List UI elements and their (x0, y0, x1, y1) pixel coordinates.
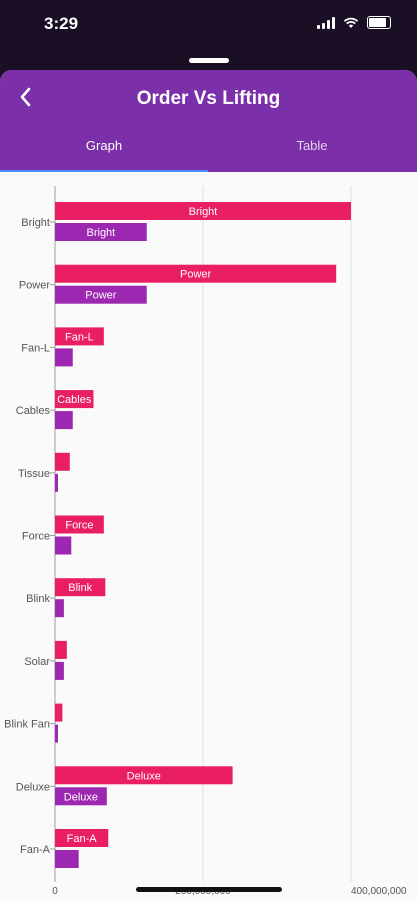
y-tick-label: Solar (24, 656, 50, 668)
order-bar (55, 452, 70, 471)
order-bar (55, 640, 67, 659)
y-tick-label: Fan-A (20, 844, 51, 856)
battery-icon (367, 16, 391, 29)
status-icons (317, 16, 391, 29)
lifting-bar (55, 473, 58, 492)
lifting-bar (55, 223, 147, 241)
wifi-icon (343, 17, 359, 28)
page-title: Order Vs Lifting (136, 88, 281, 109)
lifting-bar (55, 285, 147, 304)
lifting-bar (55, 536, 72, 555)
y-tick-label: Deluxe (16, 781, 50, 793)
order-bar (55, 264, 337, 283)
bar-label: Blink (68, 582, 92, 594)
bar-label: Power (180, 269, 212, 281)
lifting-bar (55, 850, 79, 868)
bar-label: Cables (57, 394, 92, 406)
bar-chart: 0200,000,000400,000,000BrightBrightBrigh… (0, 172, 417, 900)
order-bar (55, 829, 109, 847)
chart-svg: 0200,000,000400,000,000BrightBrightBrigh… (4, 186, 407, 897)
x-tick-label: 0 (52, 886, 58, 897)
arrow-back-icon (20, 87, 31, 107)
lifting-bar (55, 411, 73, 430)
lifting-bar (55, 787, 107, 806)
status-time: 3:29 (44, 14, 79, 33)
lifting-bar (55, 599, 64, 618)
order-bar (55, 390, 94, 409)
y-tick-label: Bright (21, 217, 50, 229)
y-tick-label: Power (19, 280, 51, 292)
order-bar (55, 327, 104, 346)
home-indicator (136, 887, 282, 892)
lifting-bar (55, 724, 58, 743)
lifting-bar (55, 661, 64, 680)
bar-label: Fan-L (65, 331, 94, 343)
sheet-grabber[interactable] (189, 58, 229, 63)
bar-label: Power (85, 290, 117, 302)
lifting-bar (55, 348, 73, 367)
bar-label: Deluxe (127, 770, 161, 782)
bar-label: Force (65, 520, 93, 532)
bar-label: Deluxe (64, 791, 98, 803)
y-tick-label: Blink Fan (4, 719, 50, 731)
bar-label: Bright (87, 227, 116, 239)
bar-label: Fan-A (67, 833, 98, 845)
x-tick-label: 400,000,000 (351, 886, 407, 897)
modal-sheet: Order Vs Lifting Graph Table 0200,000,00… (0, 70, 417, 900)
tab-graph[interactable]: Graph (85, 138, 123, 153)
tab-table[interactable]: Table (296, 138, 328, 153)
y-tick-label: Tissue (18, 468, 50, 480)
y-tick-label: Force (22, 531, 50, 543)
order-bar (55, 515, 104, 534)
y-tick-label: Blink (26, 593, 50, 605)
y-tick-label: Cables (16, 405, 51, 417)
status-bar: 3:29 (0, 0, 417, 46)
app-bar: Order Vs Lifting Graph Table (0, 70, 417, 172)
order-bar (55, 766, 233, 785)
tab-indicator (0, 170, 208, 172)
back-button[interactable] (12, 86, 38, 112)
order-bar (55, 202, 351, 220)
y-tick-label: Fan-L (21, 342, 50, 354)
bar-label: Bright (189, 206, 218, 218)
signal-icon (317, 16, 335, 29)
order-bar (55, 578, 106, 597)
order-bar (55, 703, 63, 722)
